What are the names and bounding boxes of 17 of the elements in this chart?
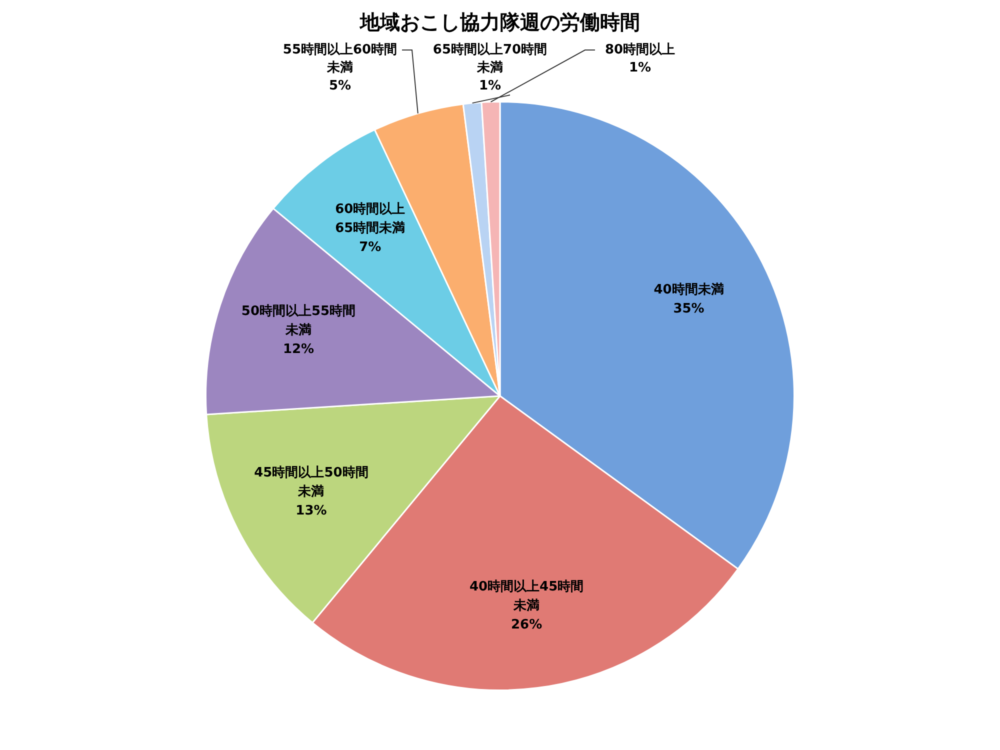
data-label: 13% xyxy=(296,504,327,519)
slice-label: 55時間以上60時間未満 xyxy=(282,42,398,76)
slice-label: 40時間以上45時間未満 xyxy=(469,580,584,614)
slice-label: 60時間以上65時間未満 xyxy=(335,202,406,236)
slice-label: 40時間未満 xyxy=(654,282,724,298)
slice-label: 65時間以上70時間未満 xyxy=(432,42,548,76)
data-label: 1% xyxy=(628,60,652,76)
data-label: 26% xyxy=(510,618,542,633)
data-label: 35% xyxy=(673,302,704,317)
slice-label: 50時間以上55時間未満 xyxy=(241,304,356,338)
chart-title: 地域おこし協力隊週の労働時間 xyxy=(359,10,640,34)
data-label: 1% xyxy=(478,78,502,94)
data-label: 12% xyxy=(282,342,314,357)
slice-label: 45時間以上50時間未満 xyxy=(254,466,368,500)
slice-label: 80時間以上 xyxy=(604,42,676,58)
data-label: 5% xyxy=(328,78,352,94)
data-label: 7% xyxy=(359,240,382,255)
